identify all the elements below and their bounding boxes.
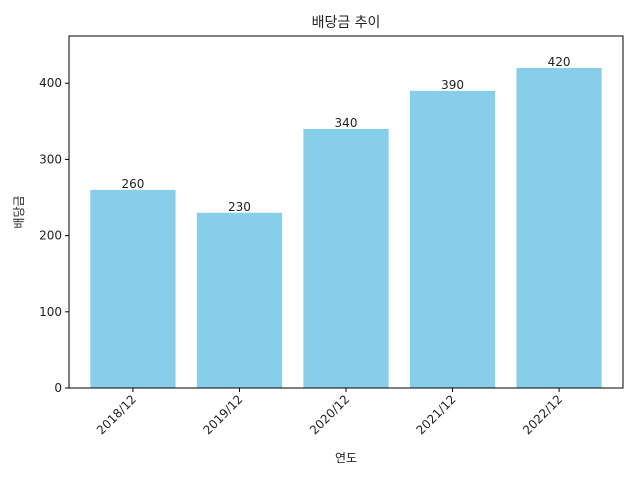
data-label: 420 xyxy=(548,55,571,69)
bar-2021/12 xyxy=(409,90,496,388)
x-tick-label: 2020/12 xyxy=(307,392,352,437)
x-tick-label: 2022/12 xyxy=(520,392,565,437)
y-tick-label: 100 xyxy=(39,305,62,319)
data-label: 390 xyxy=(441,78,464,92)
y-axis-label: 배당금 xyxy=(12,195,26,228)
y-tick-label: 0 xyxy=(54,381,62,395)
data-label: 230 xyxy=(228,200,251,214)
x-tick-label: 2018/12 xyxy=(94,392,139,437)
x-tick-label: 2021/12 xyxy=(414,392,459,437)
chart-title: 배당금 추이 xyxy=(312,15,381,31)
y-tick-label: 200 xyxy=(39,229,62,243)
bar-2022/12 xyxy=(516,68,602,388)
y-tick-label: 400 xyxy=(39,76,62,90)
bar-2019/12 xyxy=(196,212,283,388)
data-label: 340 xyxy=(335,116,358,130)
bar-2018/12 xyxy=(90,189,176,388)
x-tick-label: 2019/12 xyxy=(200,392,245,437)
data-label: 260 xyxy=(121,177,144,191)
x-axis-label: 연도 xyxy=(335,451,357,465)
y-tick-label: 300 xyxy=(39,152,62,166)
bar-2020/12 xyxy=(303,128,389,388)
plot-area: 260 230 340 390 420 0 100 200 300 400 2018/12 2019/… xyxy=(39,35,624,437)
